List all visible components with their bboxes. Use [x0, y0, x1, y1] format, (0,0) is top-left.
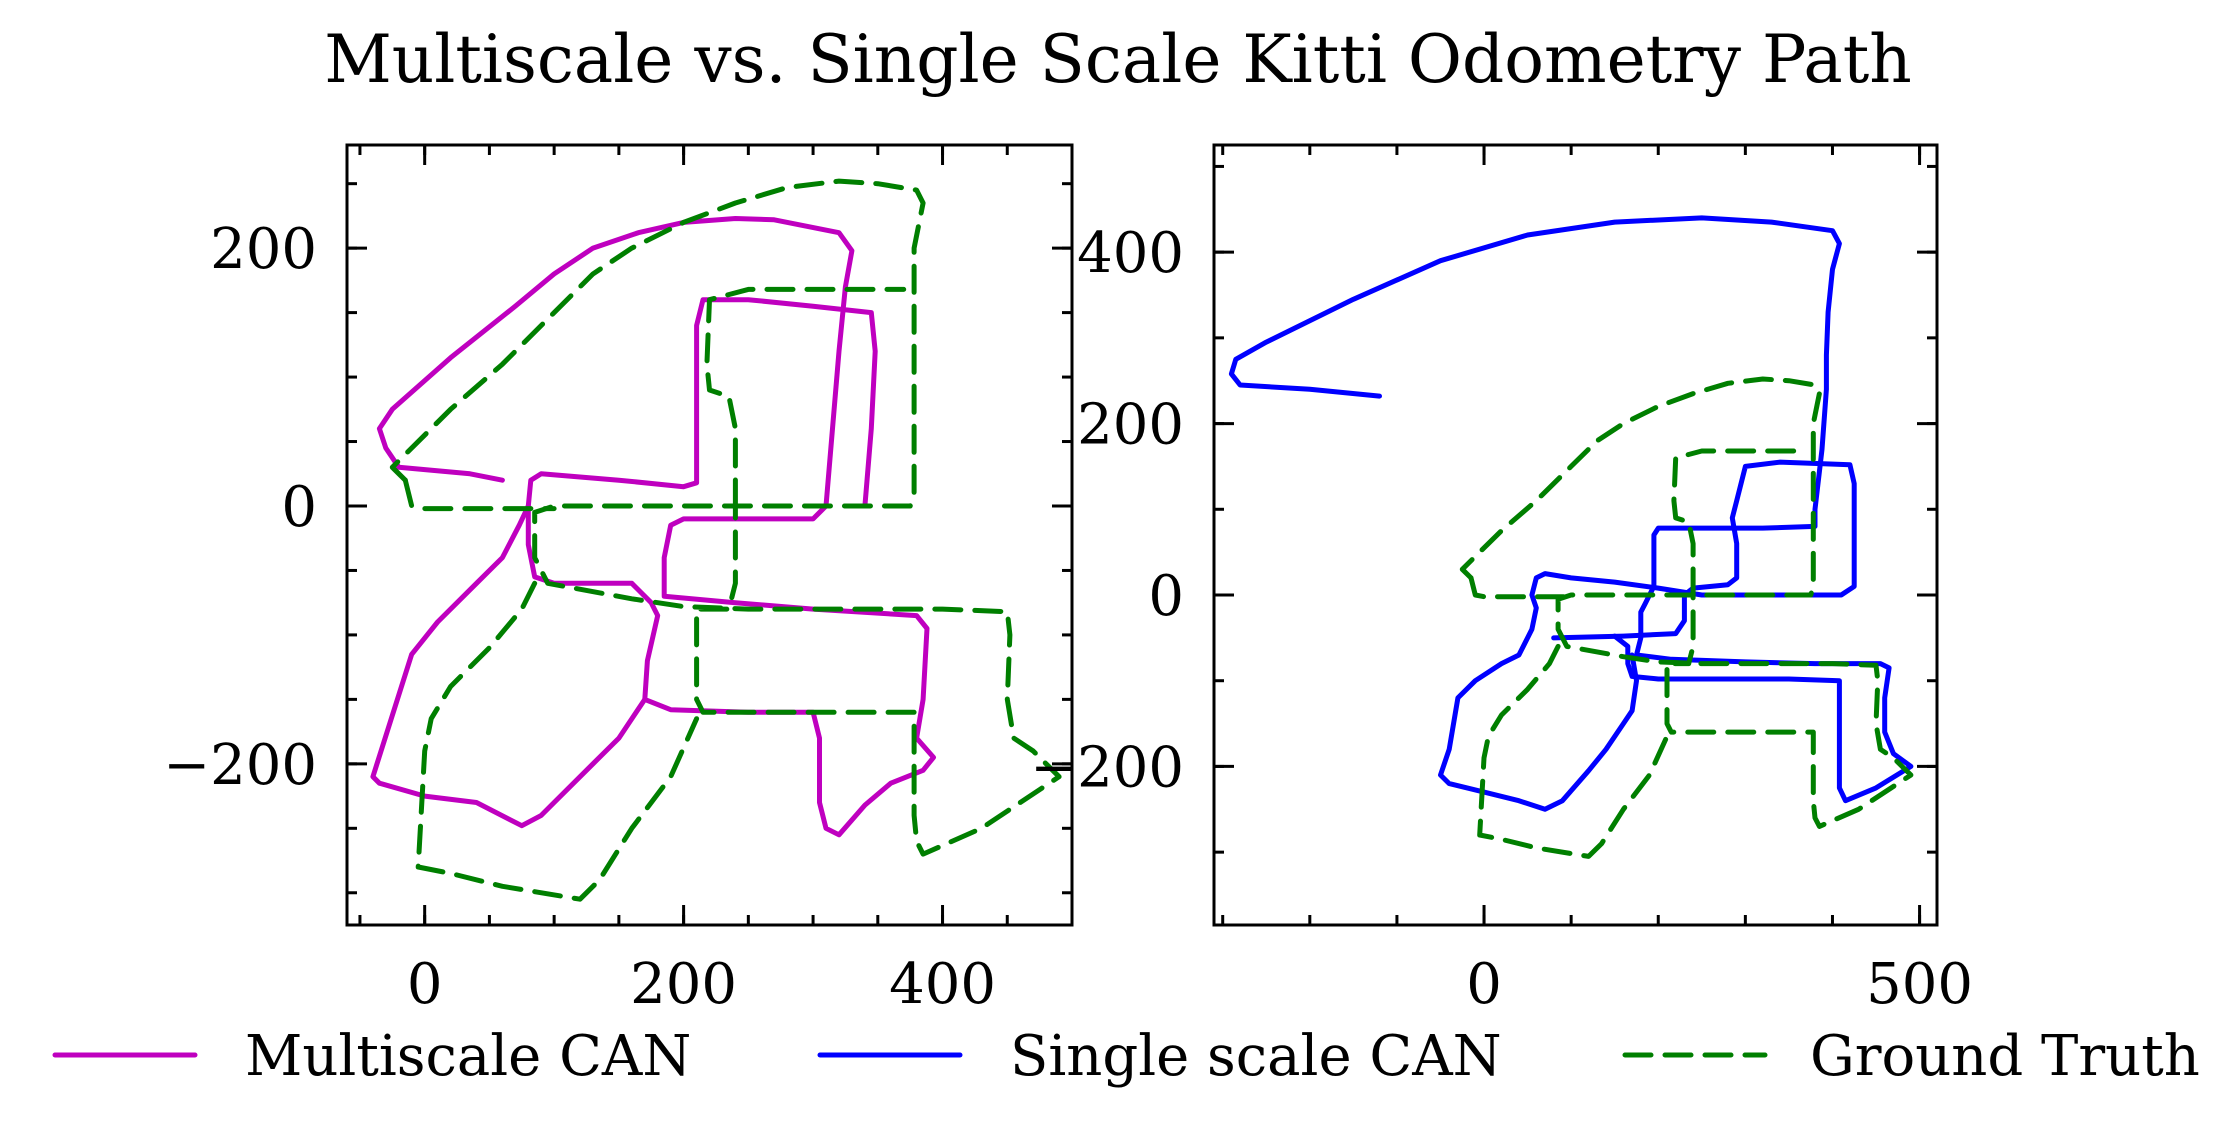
x-tick-label: 0: [407, 952, 443, 1017]
series-group: [370, 178, 1062, 902]
chart-title: Multiscale vs. Single Scale Kitti Odomet…: [324, 21, 1912, 98]
series-line-0-1: [370, 503, 648, 829]
y-tick-label: 200: [1077, 393, 1184, 458]
plot-multiscale: 0 200 400 −200 0 200: [163, 143, 1074, 1017]
y-tick-label: 200: [210, 217, 317, 282]
series-line-1-5: [1477, 643, 1670, 859]
legend-label-multiscale: Multiscale CAN: [245, 1024, 691, 1089]
legend-item-ground-truth: Ground Truth: [1622, 1024, 2200, 1089]
x-tick-label: 400: [889, 952, 996, 1017]
series-line-1-1: [1438, 459, 1857, 812]
y-tick-label: −200: [1030, 735, 1184, 800]
ticks: 0 500 −200 0 200 400: [1030, 145, 1973, 1017]
legend-label-single-scale: Single scale CAN: [1010, 1024, 1502, 1089]
x-tick-label: 200: [630, 952, 737, 1017]
series-line-0-3: [402, 477, 557, 512]
plot-single-scale: 0 500 −200 0 200 400: [1030, 143, 1973, 1017]
series-line-1-2: [1459, 376, 1914, 829]
y-tick-label: 0: [281, 475, 317, 540]
y-tick-label: 400: [1077, 221, 1184, 286]
plot-frame: [345, 143, 1074, 927]
series-line-0-5: [415, 580, 700, 902]
series-line-0-4: [704, 286, 907, 509]
y-tick-label: 0: [1148, 564, 1184, 629]
series-group: [1228, 215, 1914, 859]
legend-item-multiscale: Multiscale CAN: [52, 1024, 691, 1089]
series-line-0-0: [376, 216, 936, 838]
legend-label-ground-truth: Ground Truth: [1810, 1024, 2200, 1089]
ticks: 0 200 400 −200 0 200: [163, 145, 1074, 1017]
x-tick-label: 500: [1866, 952, 1973, 1017]
y-tick-label: −200: [163, 733, 317, 798]
series-line-1-3: [1468, 575, 1574, 600]
plot-frame: [1212, 143, 1939, 927]
x-tick-label: 0: [1466, 952, 1502, 1017]
series-line-1-0: [1228, 215, 1914, 804]
series-line-0-2: [389, 178, 1062, 857]
legend: Multiscale CAN Single scale CAN Ground T…: [52, 1024, 2200, 1089]
series-line-1-4: [1671, 448, 1809, 598]
legend-item-single-scale: Single scale CAN: [817, 1024, 1502, 1089]
